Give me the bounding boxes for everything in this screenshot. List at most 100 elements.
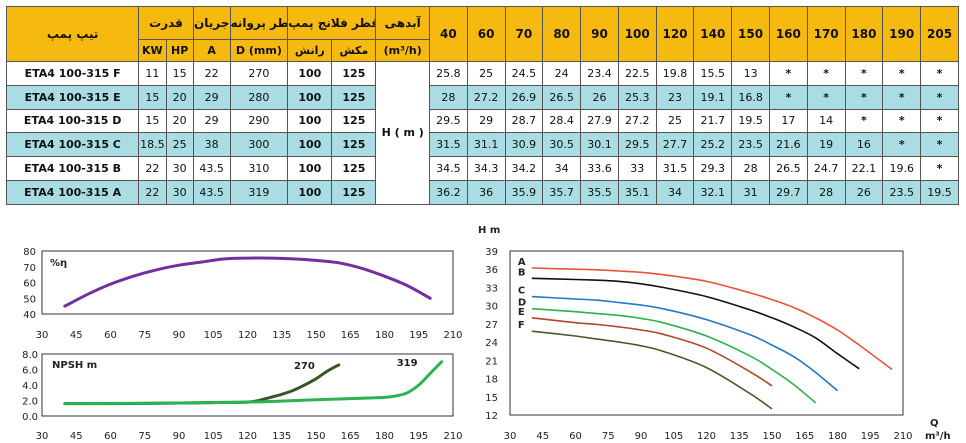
cell-head: 25 <box>466 61 506 86</box>
cell-model: ETA4 100-315 F <box>5 61 140 86</box>
cell-head: 19.8 <box>655 61 695 86</box>
cell-head: 28.4 <box>542 108 582 134</box>
x-tick-label: 75 <box>138 330 151 341</box>
header-hp: HP <box>165 39 194 62</box>
cell-head: 28 <box>428 84 468 110</box>
x-tick-label: 105 <box>204 330 223 341</box>
cell-head: 29.3 <box>693 156 733 181</box>
cell-d: 290 <box>229 108 289 134</box>
x-tick-label: 150 <box>306 330 325 341</box>
y-tick-label: 0.0 <box>22 412 38 423</box>
cell-head: 19.5 <box>731 108 770 134</box>
header-flow: آبدهی <box>375 6 430 40</box>
cell-head: 31.5 <box>655 156 695 181</box>
x-tick-label: 120 <box>238 431 257 442</box>
cell-head: 33 <box>617 156 657 181</box>
cell-head: 24 <box>542 61 582 86</box>
x-tick-label: 75 <box>602 431 615 442</box>
cell-kw: 22 <box>138 156 167 181</box>
cell-head: 36 <box>466 179 506 205</box>
plot-frame <box>41 250 454 315</box>
cell-suc: 125 <box>331 179 377 205</box>
cell-head: 19 <box>806 132 846 158</box>
x-tick-label: 210 <box>893 431 912 442</box>
y-tick-label: 39 <box>485 247 498 258</box>
table-row: ETA4 100-315 B 22 30 43.5 310 100 125 34.5 34.3 3… <box>5 156 959 181</box>
x-tick-label: 45 <box>536 431 549 442</box>
y-tick-label: 80 <box>23 247 36 258</box>
head-chart: 30 45 60 75 90 105 120 135 150 165 180 195 210 12 15 18… <box>478 225 951 442</box>
cell-dis: 100 <box>287 132 333 158</box>
x-tick-label: 45 <box>70 431 83 442</box>
head-curve-C <box>531 295 839 392</box>
header-flow-170: 170 <box>806 6 846 62</box>
cell-kw: 11 <box>138 61 167 86</box>
y-tick-label: 36 <box>485 265 498 276</box>
x-tick-label: 120 <box>238 330 257 341</box>
cell-kw: 22 <box>138 179 167 205</box>
cell-head: 24.5 <box>504 61 544 86</box>
cell-head: * <box>882 132 922 158</box>
y-axis-label: %η <box>50 258 67 269</box>
cell-head: 26.5 <box>542 84 582 110</box>
cell-hp: 20 <box>165 84 194 110</box>
cell-dis: 100 <box>287 179 333 205</box>
cell-kw: 15 <box>138 84 167 110</box>
cell-head: 31.5 <box>428 132 468 158</box>
performance-table: تیپ پمپ قدرت جریان قطر پروانه قطر فلانج … <box>5 6 959 205</box>
cell-head: 16 <box>844 132 884 158</box>
efficiency-curve <box>63 256 432 308</box>
cell-head: * <box>768 84 808 110</box>
cell-head: 34 <box>655 179 695 205</box>
x-tick-label: 75 <box>138 431 151 442</box>
cell-head: 35.1 <box>617 179 657 205</box>
table-row: ETA4 100-315 C 18.5 25 38 300 100 125 31.5 31.1 3… <box>5 132 959 158</box>
cell-head: * <box>920 132 959 158</box>
cell-head: 25.3 <box>617 84 657 110</box>
header-model: تیپ پمپ <box>5 6 140 62</box>
head-curve-A <box>531 267 893 371</box>
cell-head: * <box>920 61 959 86</box>
y-tick-label: 18 <box>485 375 498 386</box>
plot-frame <box>41 353 454 417</box>
x-tick-label: 120 <box>697 431 716 442</box>
cell-head: * <box>920 84 959 110</box>
cell-d: 300 <box>229 132 289 158</box>
head-curve-label: C <box>518 286 525 297</box>
cell-model: ETA4 100-315 C <box>5 132 140 158</box>
cell-head: 33.6 <box>580 156 619 181</box>
cell-head: 35.9 <box>504 179 544 205</box>
cell-head: 13 <box>731 61 770 86</box>
x-tick-label: 180 <box>828 431 847 442</box>
header-flow-90: 90 <box>580 6 619 62</box>
cell-head: 16.8 <box>731 84 770 110</box>
cell-head: 24.7 <box>806 156 846 181</box>
head-unit-label: H ( m ) <box>375 61 430 205</box>
x-tick-label: 60 <box>569 431 582 442</box>
header-flow-80: 80 <box>542 6 582 62</box>
x-tick-label: 90 <box>635 431 648 442</box>
x-tick-label: 30 <box>36 431 49 442</box>
cell-head: 23.5 <box>882 179 922 205</box>
x-tick-label: 165 <box>341 330 360 341</box>
cell-head: 30.5 <box>542 132 582 158</box>
npsh-curve-319 <box>63 360 444 406</box>
x-tick-label: 180 <box>375 330 394 341</box>
x-tick-label: 60 <box>104 330 117 341</box>
x-axis-unit: m³/h <box>925 431 951 442</box>
cell-head: 25.8 <box>428 61 468 86</box>
cell-head: 34.3 <box>466 156 506 181</box>
cell-head: 27.2 <box>617 108 657 134</box>
y-tick-label: 24 <box>485 338 498 349</box>
cell-kw: 18.5 <box>138 132 167 158</box>
y-tick-label: 12 <box>485 411 498 422</box>
header-flow-unit: (m³/h) <box>375 39 430 62</box>
cell-head: 29.5 <box>428 108 468 134</box>
y-axis-label: H m <box>478 225 500 236</box>
header-amp: A <box>192 39 231 62</box>
cell-model: ETA4 100-315 E <box>5 84 140 110</box>
cell-head: 21.6 <box>768 132 808 158</box>
header-flow-70: 70 <box>504 6 544 62</box>
cell-head: 27.9 <box>580 108 619 134</box>
